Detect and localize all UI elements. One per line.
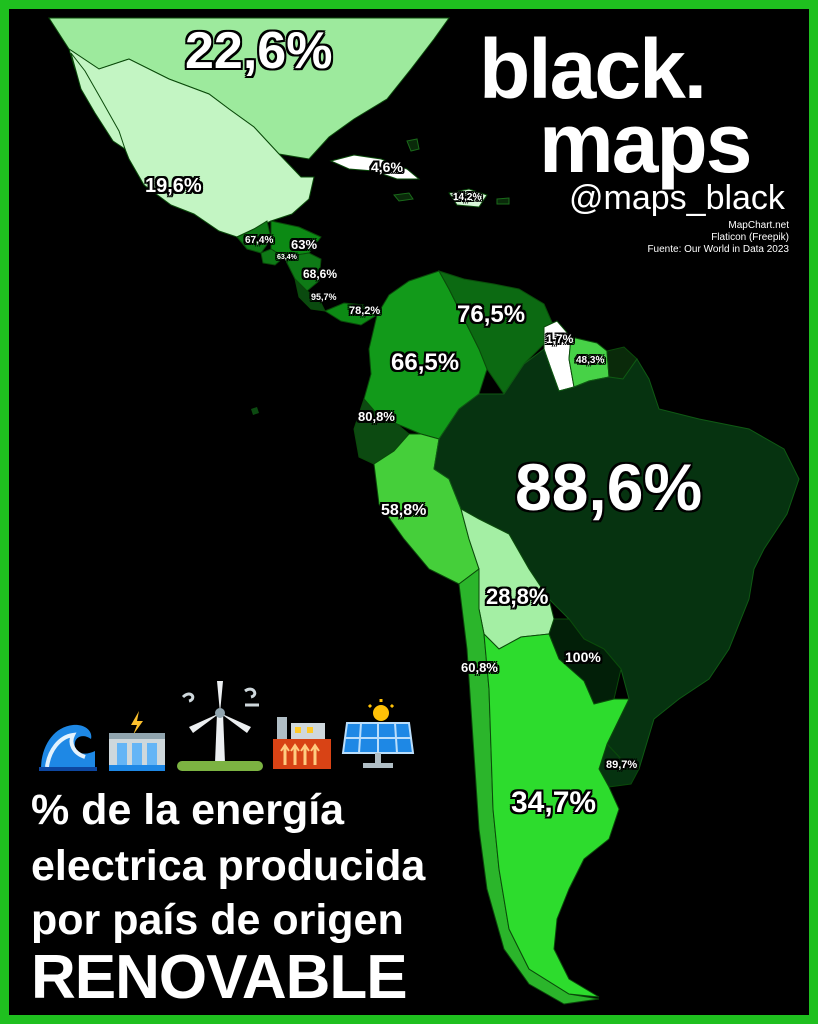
- label-usa: 22,6%: [185, 22, 333, 80]
- title-line3: por país de origen: [31, 896, 404, 944]
- label-paraguay: 100%: [565, 649, 601, 665]
- title-line1: % de la energía: [31, 786, 345, 834]
- label-panama: 78,2%: [349, 305, 381, 317]
- credit-flaticon: Flaticon (Freepik): [711, 232, 789, 243]
- label-colombia: 66,5%: [391, 349, 460, 376]
- title-line2: electrica producida: [31, 842, 426, 890]
- region-cuba: [329, 154, 421, 180]
- credit-mapchart: MapChart.net: [728, 220, 789, 231]
- region-dominican-republic: [448, 188, 488, 208]
- label-nicaragua: 68,6%: [303, 267, 338, 281]
- hydro-dam-icon: [109, 711, 165, 771]
- region-baja: [70, 52, 126, 151]
- label-el-salvador: 63,4%: [277, 254, 297, 261]
- region-puerto-rico: [496, 197, 510, 205]
- brand-line2: maps: [539, 96, 752, 190]
- label-peru: 58,8%: [381, 502, 427, 519]
- solar-panel-icon: [341, 699, 415, 768]
- geothermal-plant-icon: [273, 717, 331, 769]
- label-brazil: 88,6%: [515, 450, 703, 524]
- label-costa-rica: 95,7%: [311, 292, 337, 302]
- label-argentina: 34,7%: [511, 786, 597, 819]
- brand-handle: @maps_black: [569, 179, 785, 217]
- wave-icon: [39, 724, 97, 771]
- label-guyana: 1,7%: [546, 332, 574, 346]
- region-el-salvador: [260, 248, 285, 266]
- label-uruguay: 89,7%: [606, 759, 638, 771]
- region-jamaica: [393, 192, 414, 202]
- region-bahamas: [406, 138, 420, 152]
- label-suriname: 48,3%: [576, 355, 605, 366]
- wind-turbine-icon: [177, 681, 263, 771]
- label-ecuador: 80,8%: [358, 409, 395, 424]
- credit-source: Fuente: Our World in Data 2023: [647, 244, 789, 255]
- latin-america-map: [48, 17, 800, 1005]
- region-galapagos: [251, 407, 259, 415]
- label-mexico: 19,6%: [145, 175, 202, 197]
- label-venezuela: 76,5%: [457, 301, 526, 328]
- region-argentina: [483, 632, 630, 998]
- brand-line1: black.: [479, 22, 707, 116]
- title-line4: RENOVABLE: [31, 943, 408, 1012]
- label-bolivia: 28,8%: [486, 584, 549, 609]
- label-dominican-republic: 14,2%: [453, 192, 482, 203]
- label-cuba: 4,6%: [371, 159, 403, 175]
- label-guatemala: 67,4%: [245, 235, 274, 246]
- label-chile: 60,8%: [461, 660, 498, 675]
- label-honduras: 63%: [291, 237, 318, 252]
